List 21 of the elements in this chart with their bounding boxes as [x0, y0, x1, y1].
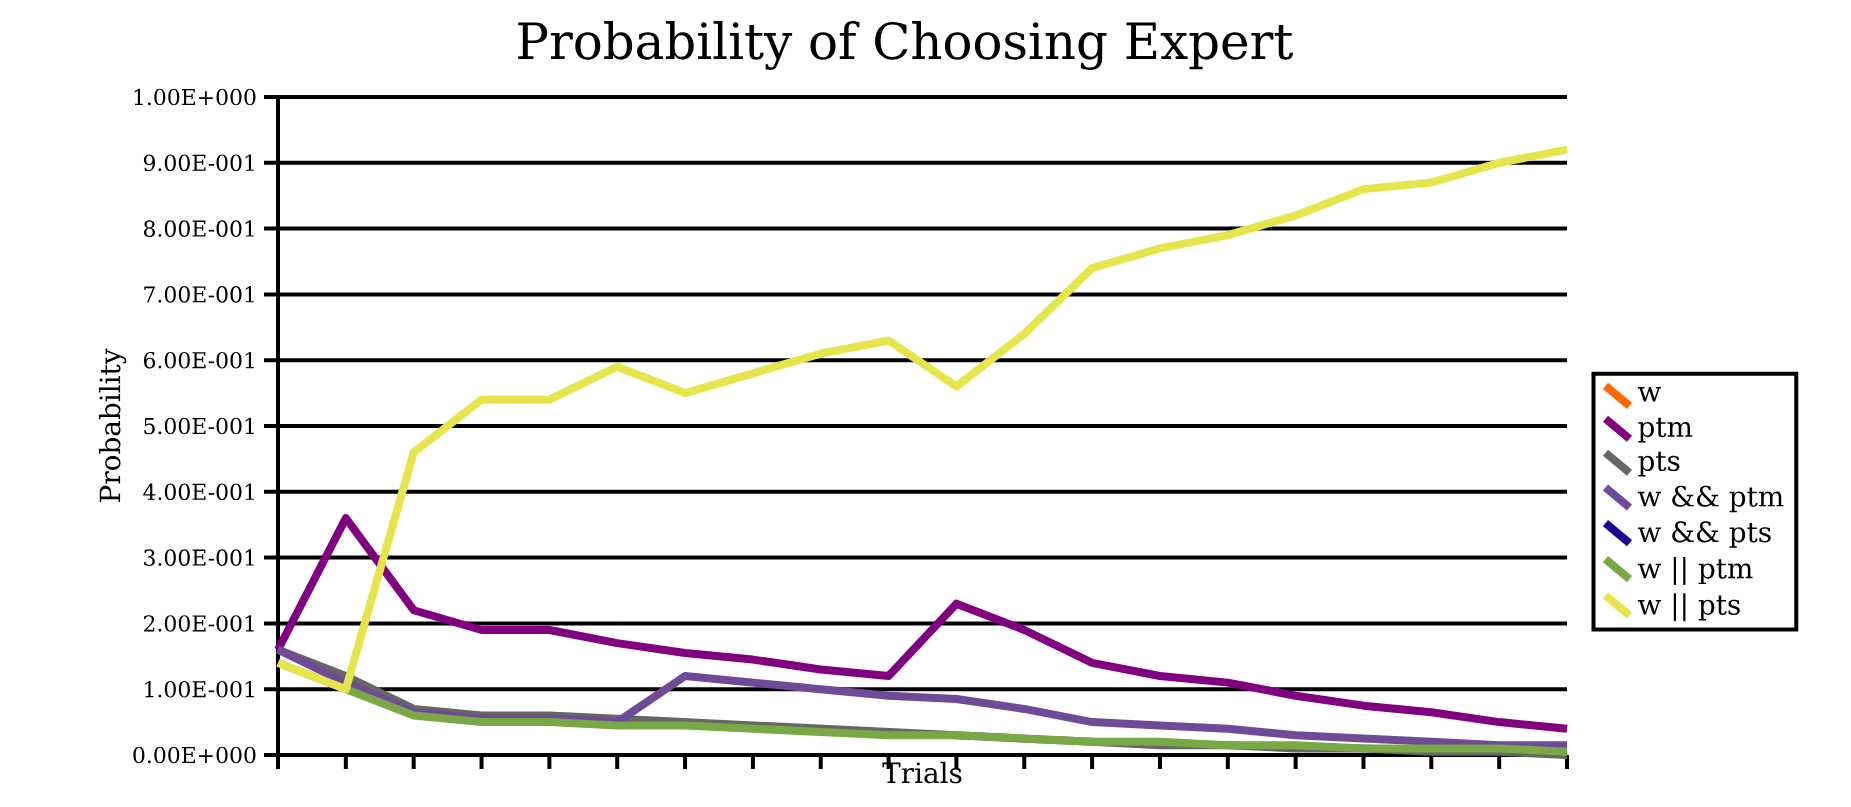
- legend-label: pts: [1638, 451, 1680, 477]
- legend-label: ptm: [1638, 417, 1693, 443]
- y-tick-label: 9.00E-001: [143, 154, 254, 172]
- y-tick-label: 7.00E-001: [144, 286, 254, 303]
- y-tick-label: 3.00E-001: [144, 549, 254, 566]
- x-axis-title: Trials: [882, 761, 962, 784]
- y-tick-label: 0.00E+000: [133, 746, 256, 764]
- y-tick-label: 1.00E-001: [145, 680, 254, 698]
- chart-title: Probability of Choosing Expert: [518, 21, 1293, 70]
- y-tick-label: 1.00E+000: [134, 88, 256, 106]
- legend-label: w: [1637, 387, 1662, 402]
- legend-label: w || ptm: [1637, 556, 1753, 585]
- y-tick-label: 5.00E-001: [144, 417, 254, 435]
- y-tick-label: 2.00E-001: [144, 615, 254, 632]
- legend-label: w || pts: [1637, 593, 1740, 622]
- y-axis-title: Probability: [98, 348, 127, 502]
- legend-label: w && pts: [1637, 521, 1771, 548]
- y-tick-label: 8.00E-001: [143, 220, 254, 237]
- y-tick-label: 6.00E-001: [143, 351, 254, 369]
- legend-label: w && ptm: [1637, 485, 1784, 513]
- y-tick-label: 4.00E-001: [143, 483, 254, 501]
